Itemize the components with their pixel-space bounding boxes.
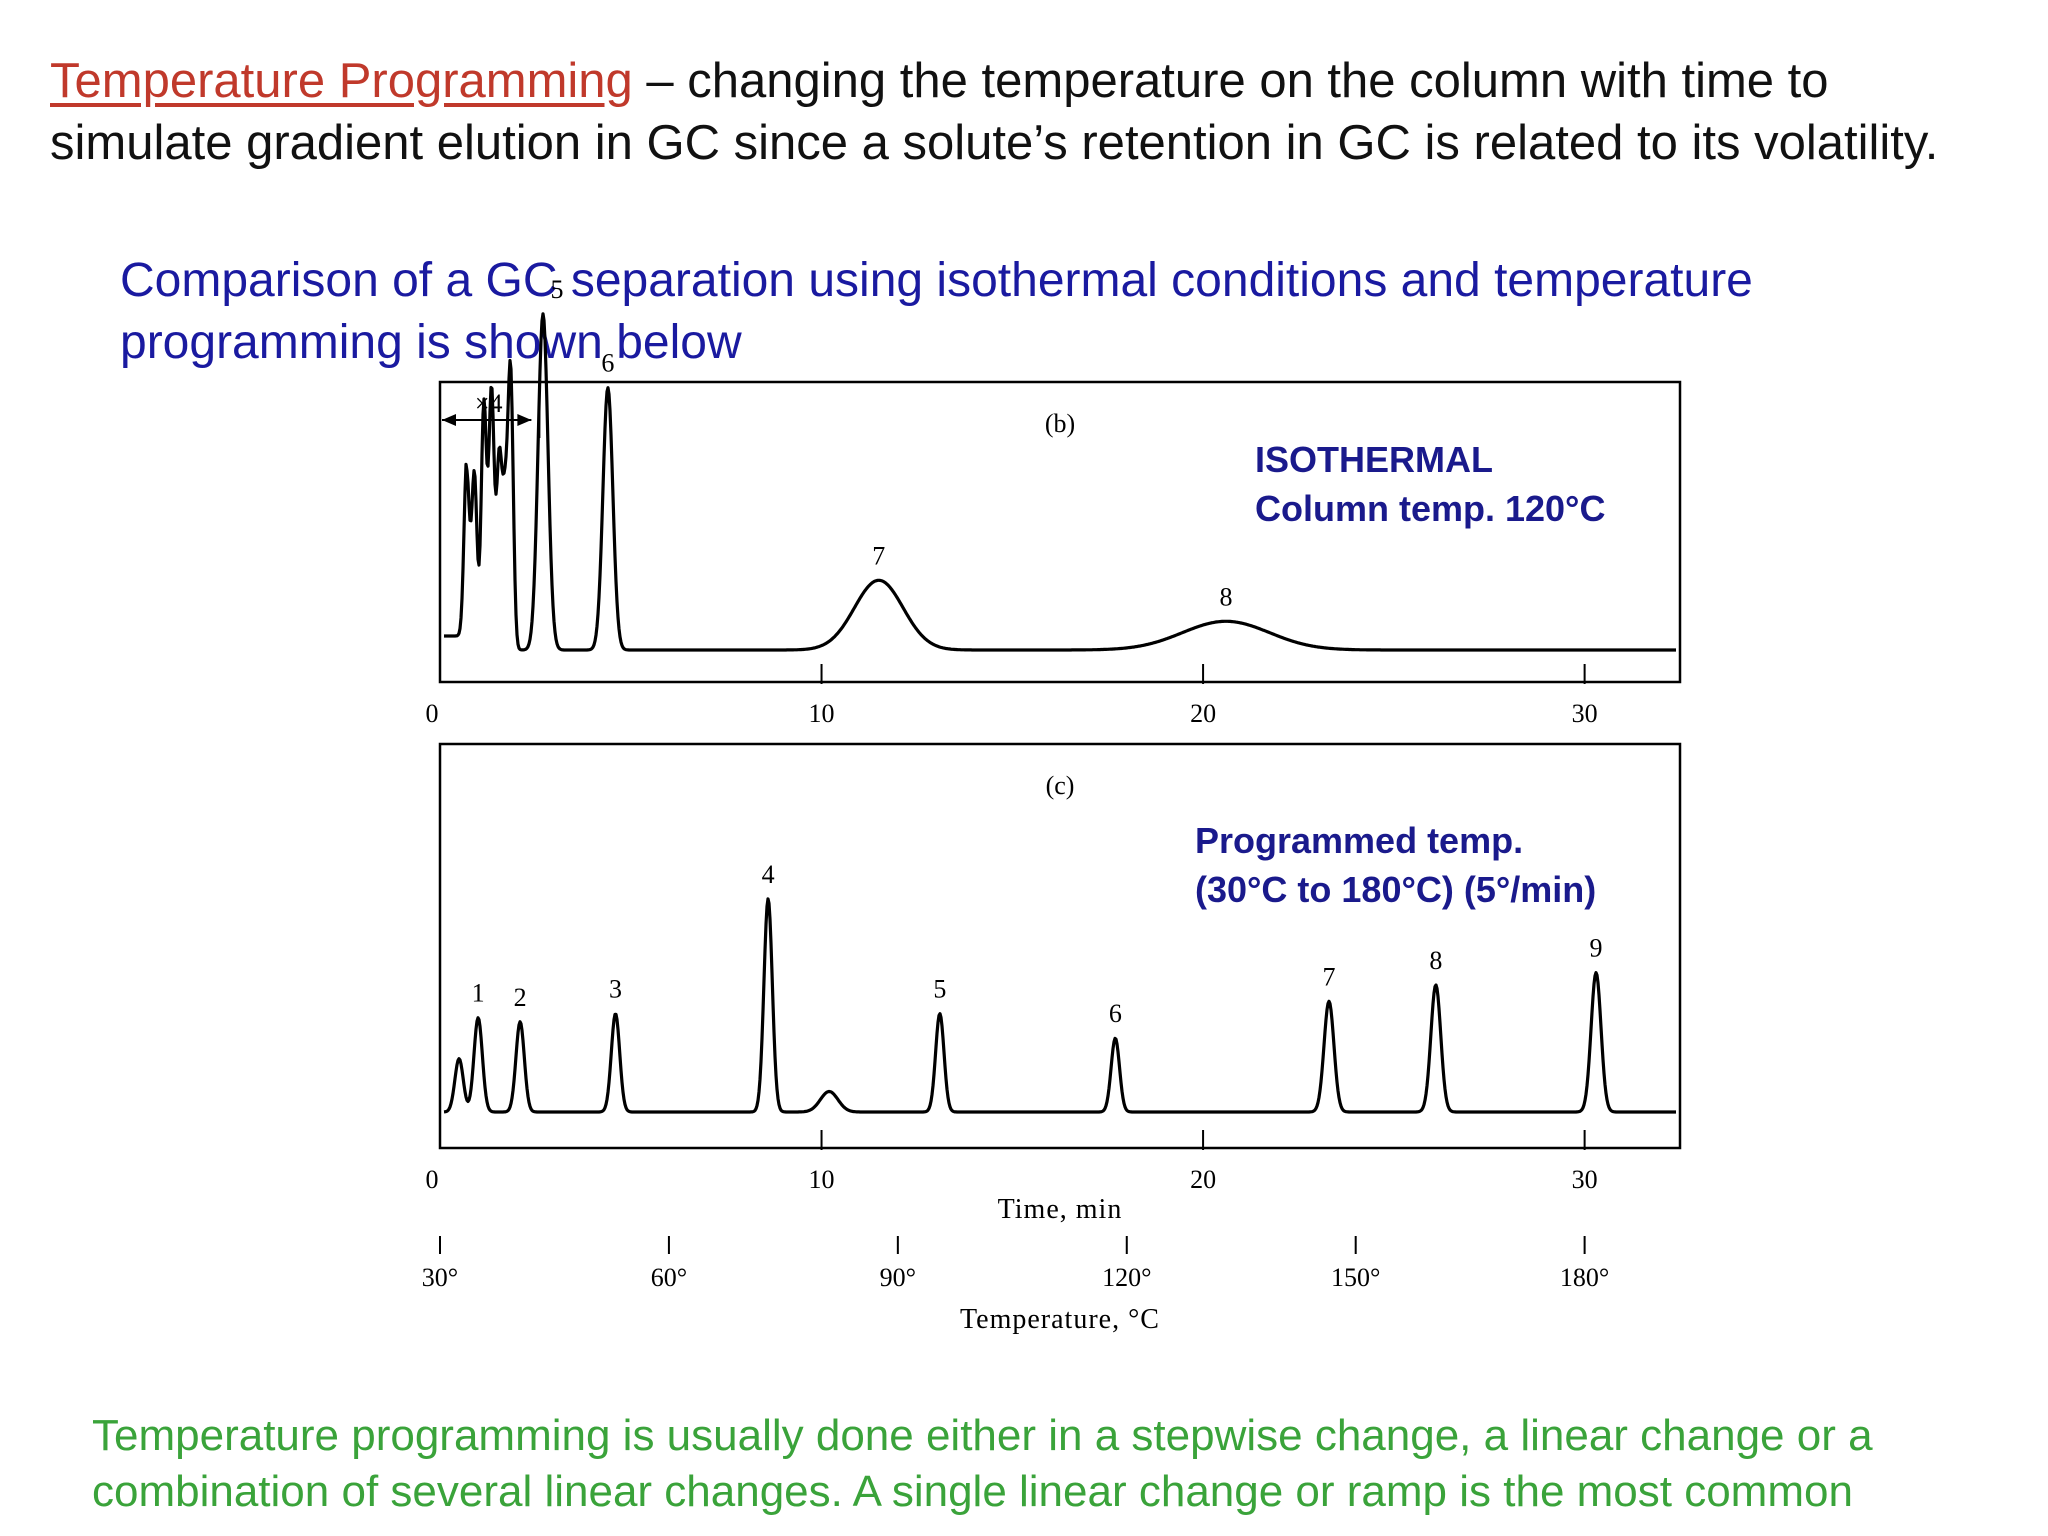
panel-b-annotation-line1: ISOTHERMAL [1255, 439, 1493, 480]
x-tick-label: 20 [1190, 1165, 1216, 1194]
scale-note: ×4 [475, 389, 503, 418]
peak-label: 1 [472, 979, 485, 1008]
time-axis-label: Time, min [998, 1194, 1123, 1225]
panel-b-frame [438, 380, 1682, 684]
x-tick-label: 10 [809, 1165, 835, 1194]
peak-label: 5 [933, 975, 946, 1004]
panel-b-annotation-line2: Column temp. 120°C [1255, 488, 1605, 529]
peak-label: 6 [1109, 999, 1122, 1028]
peak-label: 3 [609, 975, 622, 1004]
panel-b-trace [443, 312, 1677, 652]
intro-text: – changing the temperature on the column… [50, 54, 1939, 170]
panel-b-isothermal: (b) ISOTHERMAL Column temp. 120°C 0 10 20 3… [426, 275, 1682, 728]
panel-b-peak-labels: 5 6 7 8 [551, 275, 1233, 612]
closing-paragraph: Temperature programming is usually done … [92, 1411, 1873, 1516]
peak-label: 4 [762, 860, 775, 889]
x-tick-label: 30 [1572, 1165, 1598, 1194]
scale-arrow-right [517, 414, 532, 426]
temperature-tick-label: 120° [1102, 1263, 1151, 1292]
peak-label: 2 [514, 983, 527, 1012]
temperature-tick-label: 60° [651, 1263, 687, 1292]
scale-arrow-left [442, 414, 456, 426]
peak-label: 8 [1219, 582, 1232, 611]
panel-c-x-ticks: 0 10 20 30 [426, 1130, 1598, 1194]
panel-c-label: (c) [1046, 771, 1075, 800]
peak-label: 7 [872, 541, 885, 570]
panel-c-peak-labels: 1 2 3 4 5 6 7 8 9 [472, 860, 1603, 1028]
panel-b-label: (b) [1045, 409, 1075, 438]
x-tick-label: 30 [1572, 699, 1598, 728]
panel-c-frame [438, 742, 1682, 1150]
x-tick-label: 20 [1190, 699, 1216, 728]
intro-paragraph: Temperature Programming – changing the t… [50, 50, 2010, 174]
intro-term: Temperature Programming [50, 54, 633, 108]
x-tick-label: 10 [809, 699, 835, 728]
temperature-ticks: 30° 60° 90° 120° 150° 180° [422, 1236, 1609, 1292]
x-tick-label: 0 [426, 699, 439, 728]
panel-c-trace [443, 897, 1677, 1114]
peak-label: 6 [601, 349, 614, 378]
temperature-tick-label: 30° [422, 1263, 458, 1292]
panel-c-programmed: (c) Programmed temp. (30°C to 180°C) (5°… [426, 742, 1682, 1225]
temperature-tick-label: 150° [1331, 1263, 1380, 1292]
peak-label: 7 [1322, 962, 1335, 991]
peak-label: 9 [1590, 934, 1603, 963]
panel-b-x-ticks: 0 10 20 30 [426, 664, 1598, 728]
temperature-tick-label: 90° [880, 1263, 916, 1292]
peak-label: 5 [551, 275, 564, 304]
panel-c-annotation-line1: Programmed temp. [1195, 820, 1523, 861]
comparison-caption: Comparison of a GC separation using isot… [120, 254, 1753, 369]
panel-c-annotation-line2: (30°C to 180°C) (5°/min) [1195, 869, 1596, 910]
temperature-axis-label: Temperature, °C [960, 1304, 1160, 1335]
panel-b-scale-marker: ×4 [442, 389, 541, 438]
temperature-tick-label: 180° [1560, 1263, 1609, 1292]
temperature-axis: 30° 60° 90° 120° 150° 180° Temperature, °C [422, 1236, 1609, 1335]
x-tick-label: 0 [426, 1165, 439, 1194]
peak-label: 8 [1429, 946, 1442, 975]
